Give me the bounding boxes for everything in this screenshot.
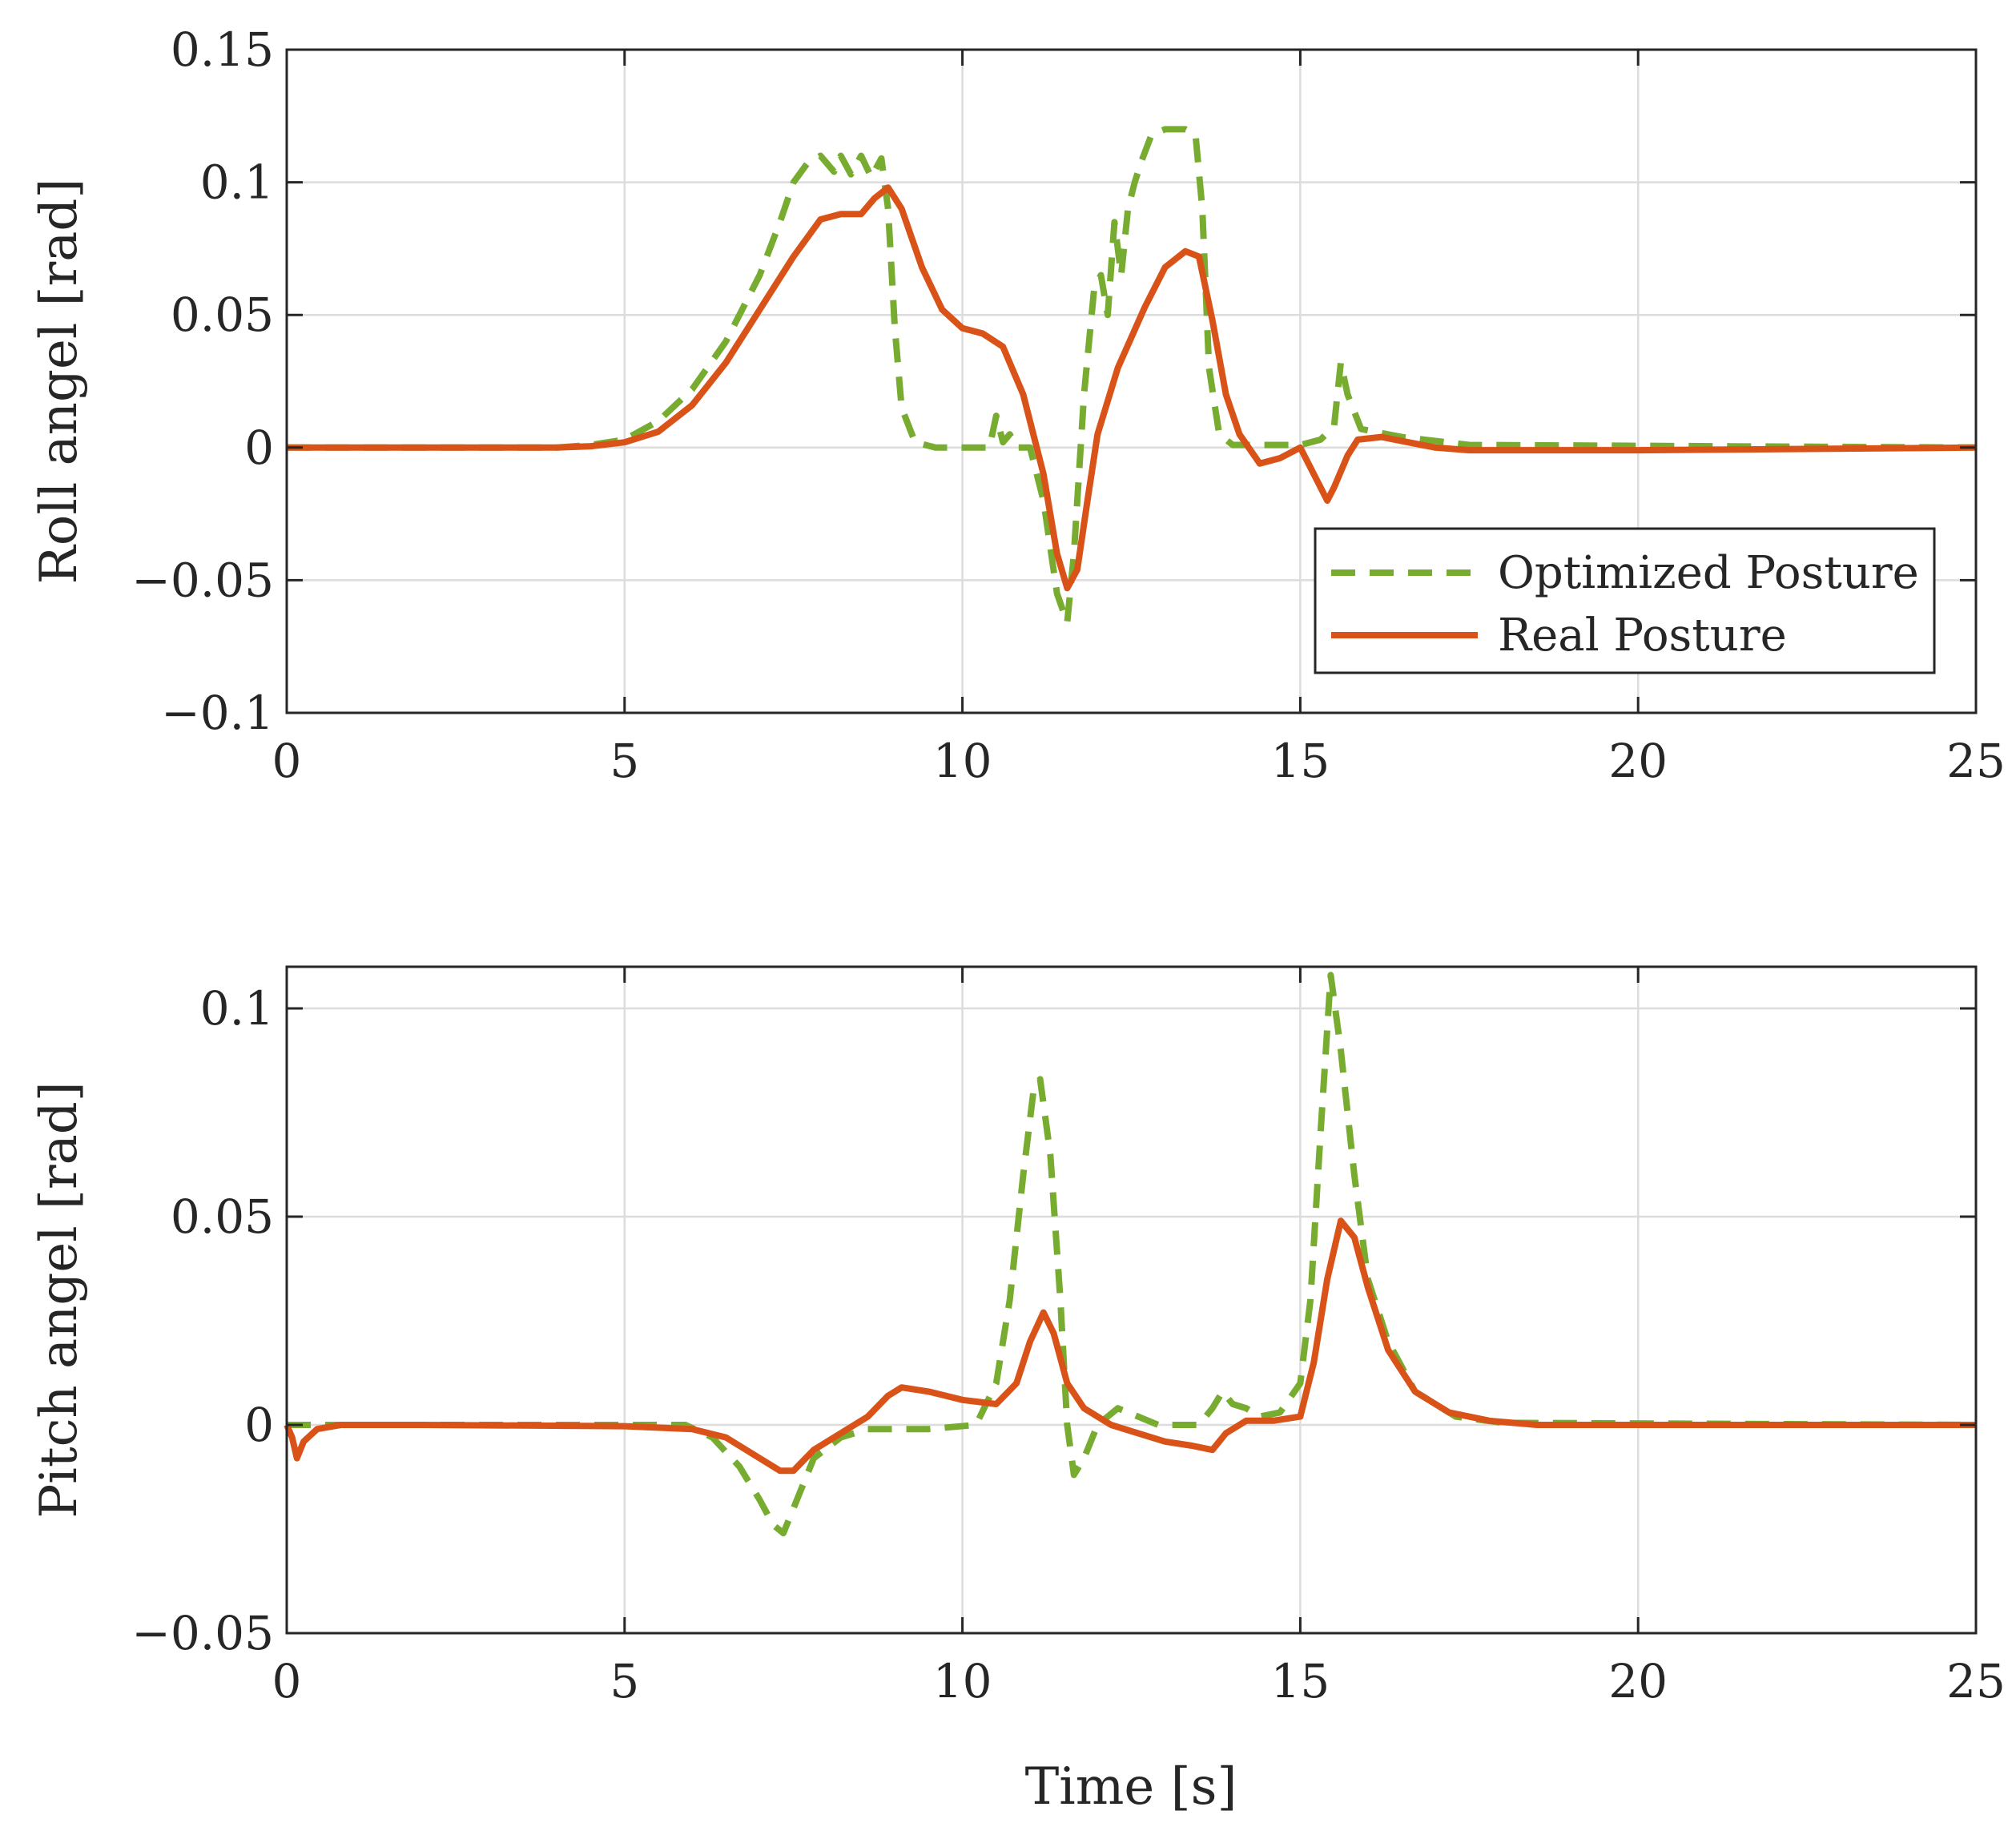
roll-y-tick-label: 0.05 [171,288,274,342]
pitch-y-tick-label: −0.05 [131,1606,274,1660]
roll-y-tick-label: 0.15 [171,22,274,77]
pitch-x-tick-label: 10 [933,1654,992,1708]
roll-y-tick-label: −0.1 [161,686,274,740]
pitch-axes-box [285,965,1978,1635]
roll-ticks: 0 5 10 15 20 25 −0.1 −0.05 0 0.05 0.1 0.15 [131,22,2006,788]
pitch-y-tick-label: 0 [244,1398,274,1452]
pitch-y-tick-label: 0.1 [200,981,274,1036]
roll-y-tick-label: 0 [244,421,274,475]
roll-y-tick-label: −0.05 [131,553,274,607]
pitch-series-real-posture [284,1217,1976,1475]
pitch-x-tick-label: 20 [1608,1654,1668,1708]
roll-series [287,126,1977,626]
pitch-x-tick-label: 15 [1270,1654,1330,1708]
roll-x-tick-label: 0 [272,734,302,788]
legend-box [1314,527,1936,674]
pitch-x-tick-label: 5 [610,1654,639,1708]
pitch-x-tick-label: 0 [272,1654,302,1708]
legend-label-real-posture: Real Posture [1498,610,1787,662]
roll-series-optimized-posture [287,126,1977,626]
legend-label-optimized-posture: Optimized Posture [1498,547,1919,599]
pitch-grid [287,967,1976,1633]
pitch-y-axis-label: Pitch angel [rad] [30,1081,89,1518]
roll-axes-box [285,48,1978,714]
roll-series-real-posture [287,184,1977,592]
roll-x-tick-label: 25 [1946,734,2006,788]
x-axis-label: Time [s] [1025,1757,1237,1817]
roll-legend: Optimized Posture Real Posture [1314,527,1936,674]
roll-y-axis-label: Roll angel [rad] [30,179,89,585]
roll-angle-chart: 0 5 10 15 20 25 −0.1 −0.05 0 0.05 0.1 0.15 Roll ang… [30,22,2006,788]
roll-x-tick-label: 20 [1608,734,1668,788]
roll-x-tick-label: 5 [610,734,639,788]
pitch-x-tick-label: 25 [1946,1654,2006,1708]
roll-y-tick-label: 0.1 [200,155,274,210]
roll-x-tick-label: 15 [1270,734,1330,788]
pitch-series [284,972,1977,1537]
pitch-y-tick-label: 0.05 [171,1189,274,1244]
roll-x-tick-label: 10 [933,734,992,788]
